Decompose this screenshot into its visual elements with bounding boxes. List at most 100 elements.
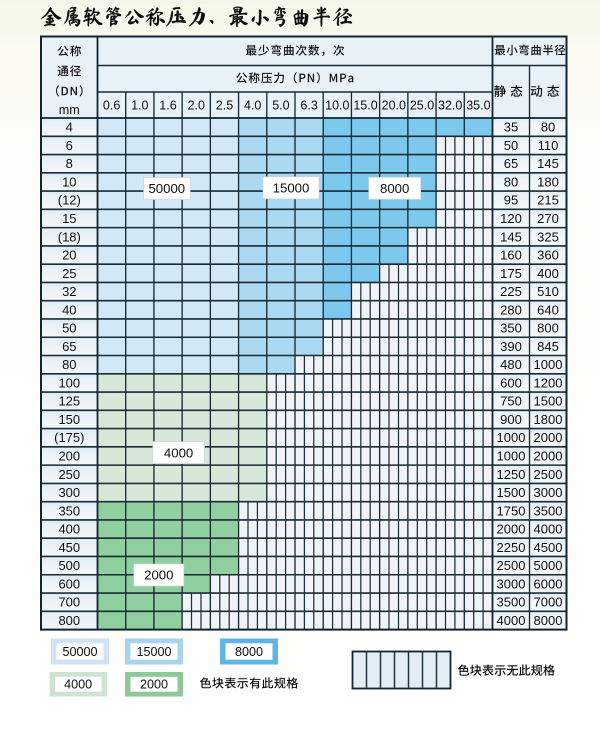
svg-text:1.6: 1.6 (159, 99, 176, 113)
svg-text:3500: 3500 (534, 503, 563, 518)
svg-text:640: 640 (537, 302, 559, 317)
svg-text:350: 350 (500, 321, 522, 336)
svg-text:900: 900 (500, 412, 522, 427)
svg-text:80: 80 (62, 357, 76, 372)
svg-text:65: 65 (62, 339, 76, 354)
svg-text:845: 845 (537, 339, 559, 354)
svg-text:2000: 2000 (140, 678, 168, 692)
svg-text:50000: 50000 (62, 645, 97, 659)
svg-text:110: 110 (538, 138, 559, 153)
svg-text:1500: 1500 (497, 485, 526, 500)
svg-text:25.0: 25.0 (410, 99, 434, 113)
svg-text:175: 175 (500, 266, 522, 281)
svg-text:80: 80 (504, 174, 518, 189)
svg-text:0.6: 0.6 (103, 99, 120, 113)
svg-text:6000: 6000 (534, 576, 563, 591)
svg-text:7000: 7000 (534, 595, 563, 610)
svg-text:2000: 2000 (534, 449, 563, 464)
svg-text:20: 20 (62, 248, 76, 263)
svg-text:125: 125 (58, 394, 80, 409)
svg-text:250: 250 (58, 467, 80, 482)
svg-text:1000: 1000 (534, 357, 563, 372)
svg-text:2500: 2500 (497, 558, 526, 573)
svg-text:350: 350 (58, 503, 80, 518)
svg-text:5000: 5000 (534, 558, 563, 573)
svg-text:1250: 1250 (497, 467, 526, 482)
svg-text:120: 120 (500, 211, 522, 226)
svg-text:1000: 1000 (497, 449, 526, 464)
svg-text:50: 50 (504, 138, 518, 153)
svg-text:510: 510 (537, 284, 559, 299)
svg-text:2.5: 2.5 (216, 99, 233, 113)
svg-text:80: 80 (541, 120, 555, 135)
svg-text:15: 15 (62, 211, 76, 226)
svg-text:600: 600 (500, 375, 522, 390)
svg-text:225: 225 (500, 284, 522, 299)
svg-text:10: 10 (62, 174, 76, 189)
svg-text:20.0: 20.0 (382, 99, 406, 113)
svg-text:145: 145 (500, 229, 522, 244)
svg-text:800: 800 (58, 613, 80, 628)
svg-text:15.0: 15.0 (353, 99, 377, 113)
svg-text:1750: 1750 (497, 503, 526, 518)
svg-text:180: 180 (537, 174, 559, 189)
svg-text:750: 750 (500, 394, 522, 409)
svg-text:2.0: 2.0 (188, 99, 205, 113)
svg-text:mm: mm (59, 103, 80, 117)
svg-text:1.0: 1.0 (131, 99, 148, 113)
svg-text:3000: 3000 (534, 485, 563, 500)
svg-text:8000: 8000 (534, 613, 563, 628)
svg-text:200: 200 (58, 449, 80, 464)
svg-text:160: 160 (500, 248, 522, 263)
svg-text:2000: 2000 (497, 522, 526, 537)
svg-text:65: 65 (504, 156, 518, 171)
svg-text:480: 480 (500, 357, 522, 372)
svg-text:2000: 2000 (144, 568, 173, 583)
svg-text:50: 50 (62, 321, 76, 336)
svg-text:4.0: 4.0 (244, 99, 261, 113)
svg-text:8000: 8000 (235, 645, 263, 659)
svg-text:50000: 50000 (148, 181, 185, 196)
svg-text:450: 450 (58, 540, 80, 555)
svg-text:6: 6 (66, 138, 73, 153)
svg-text:25: 25 (62, 266, 76, 281)
svg-text:35: 35 (504, 120, 518, 135)
svg-text:400: 400 (537, 266, 559, 281)
svg-text:280: 280 (500, 302, 522, 317)
svg-text:4500: 4500 (534, 540, 563, 555)
svg-text:3000: 3000 (497, 576, 526, 591)
svg-text:6.3: 6.3 (300, 99, 317, 113)
svg-text:4000: 4000 (164, 445, 193, 460)
svg-text:15000: 15000 (273, 181, 310, 196)
svg-text:145: 145 (537, 156, 559, 171)
svg-text:4000: 4000 (497, 613, 526, 628)
svg-text:215: 215 (537, 193, 559, 208)
svg-text:(175): (175) (54, 430, 84, 445)
svg-text:(18): (18) (58, 229, 81, 244)
svg-text:360: 360 (537, 248, 559, 263)
svg-text:95: 95 (504, 193, 518, 208)
svg-text:1800: 1800 (534, 412, 563, 427)
svg-text:32.0: 32.0 (438, 99, 462, 113)
svg-text:8: 8 (66, 156, 73, 171)
svg-text:150: 150 (58, 412, 80, 427)
svg-text:4: 4 (66, 120, 73, 135)
svg-text:40: 40 (62, 302, 76, 317)
svg-text:270: 270 (537, 211, 559, 226)
svg-text:10.0: 10.0 (325, 99, 349, 113)
svg-text:500: 500 (58, 558, 80, 573)
svg-text:800: 800 (537, 321, 559, 336)
svg-text:4000: 4000 (534, 522, 563, 537)
svg-text:15000: 15000 (136, 645, 171, 659)
svg-text:2500: 2500 (534, 467, 563, 482)
svg-text:390: 390 (500, 339, 522, 354)
svg-text:35.0: 35.0 (466, 99, 490, 113)
svg-text:4000: 4000 (64, 678, 92, 692)
svg-text:1200: 1200 (534, 375, 563, 390)
svg-text:5.0: 5.0 (272, 99, 289, 113)
svg-text:3500: 3500 (497, 595, 526, 610)
svg-text:700: 700 (58, 595, 80, 610)
svg-text:32: 32 (62, 284, 76, 299)
svg-text:325: 325 (537, 229, 559, 244)
svg-text:2000: 2000 (534, 430, 563, 445)
